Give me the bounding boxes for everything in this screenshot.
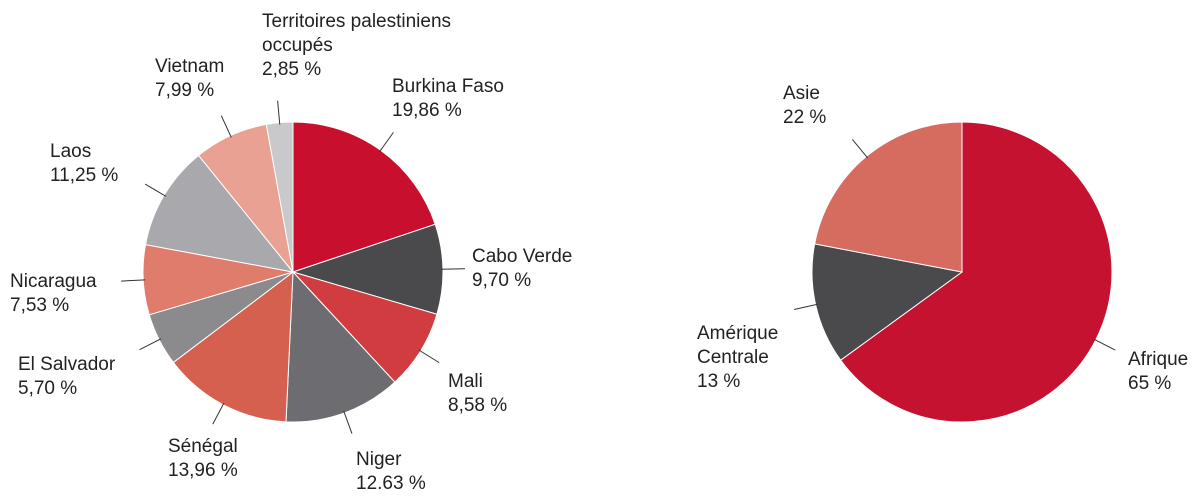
leader-line bbox=[379, 132, 393, 151]
slice-value: 65 % bbox=[1128, 372, 1199, 396]
slice-value: 11,25 % bbox=[50, 164, 250, 188]
leader-line bbox=[1094, 339, 1115, 350]
slice-name: Afrique bbox=[1128, 348, 1199, 372]
leader-line bbox=[278, 101, 280, 125]
slice-value: 13 % bbox=[697, 370, 807, 394]
slice-name: El Salvador bbox=[18, 353, 218, 377]
slice-value: 2,85 % bbox=[262, 58, 502, 82]
slice-name: Mali bbox=[448, 370, 648, 394]
leader-line bbox=[852, 139, 867, 157]
slice-value: 22 % bbox=[783, 106, 883, 130]
slice-name: Territoires palestiniens occupés bbox=[262, 10, 502, 58]
slice-name: Niger bbox=[356, 448, 556, 472]
slice-value: 5,70 % bbox=[18, 377, 218, 401]
leader-line bbox=[794, 304, 817, 309]
slice-value: 7,53 % bbox=[10, 294, 210, 318]
leader-line bbox=[344, 411, 352, 434]
slice-name: Laos bbox=[50, 140, 250, 164]
slice-value: 13,96 % bbox=[168, 459, 368, 483]
slice-value: 9,70 % bbox=[472, 269, 672, 293]
slice-value: 7,99 % bbox=[155, 79, 355, 103]
slice-name: Nicaragua bbox=[10, 270, 210, 294]
leader-line bbox=[419, 350, 439, 363]
leader-line bbox=[221, 116, 231, 138]
slice-name: Sénégal bbox=[168, 435, 368, 459]
slice-name: Amérique Centrale bbox=[697, 322, 807, 370]
leader-line bbox=[140, 339, 161, 350]
slice-value: 8,58 % bbox=[448, 394, 648, 418]
slice-value: 19,86 % bbox=[392, 99, 592, 123]
leader-line bbox=[213, 403, 224, 424]
slice-value: 12.63 % bbox=[356, 472, 556, 496]
slice-name: Cabo Verde bbox=[472, 245, 672, 269]
slice-name: Asie bbox=[783, 82, 883, 106]
